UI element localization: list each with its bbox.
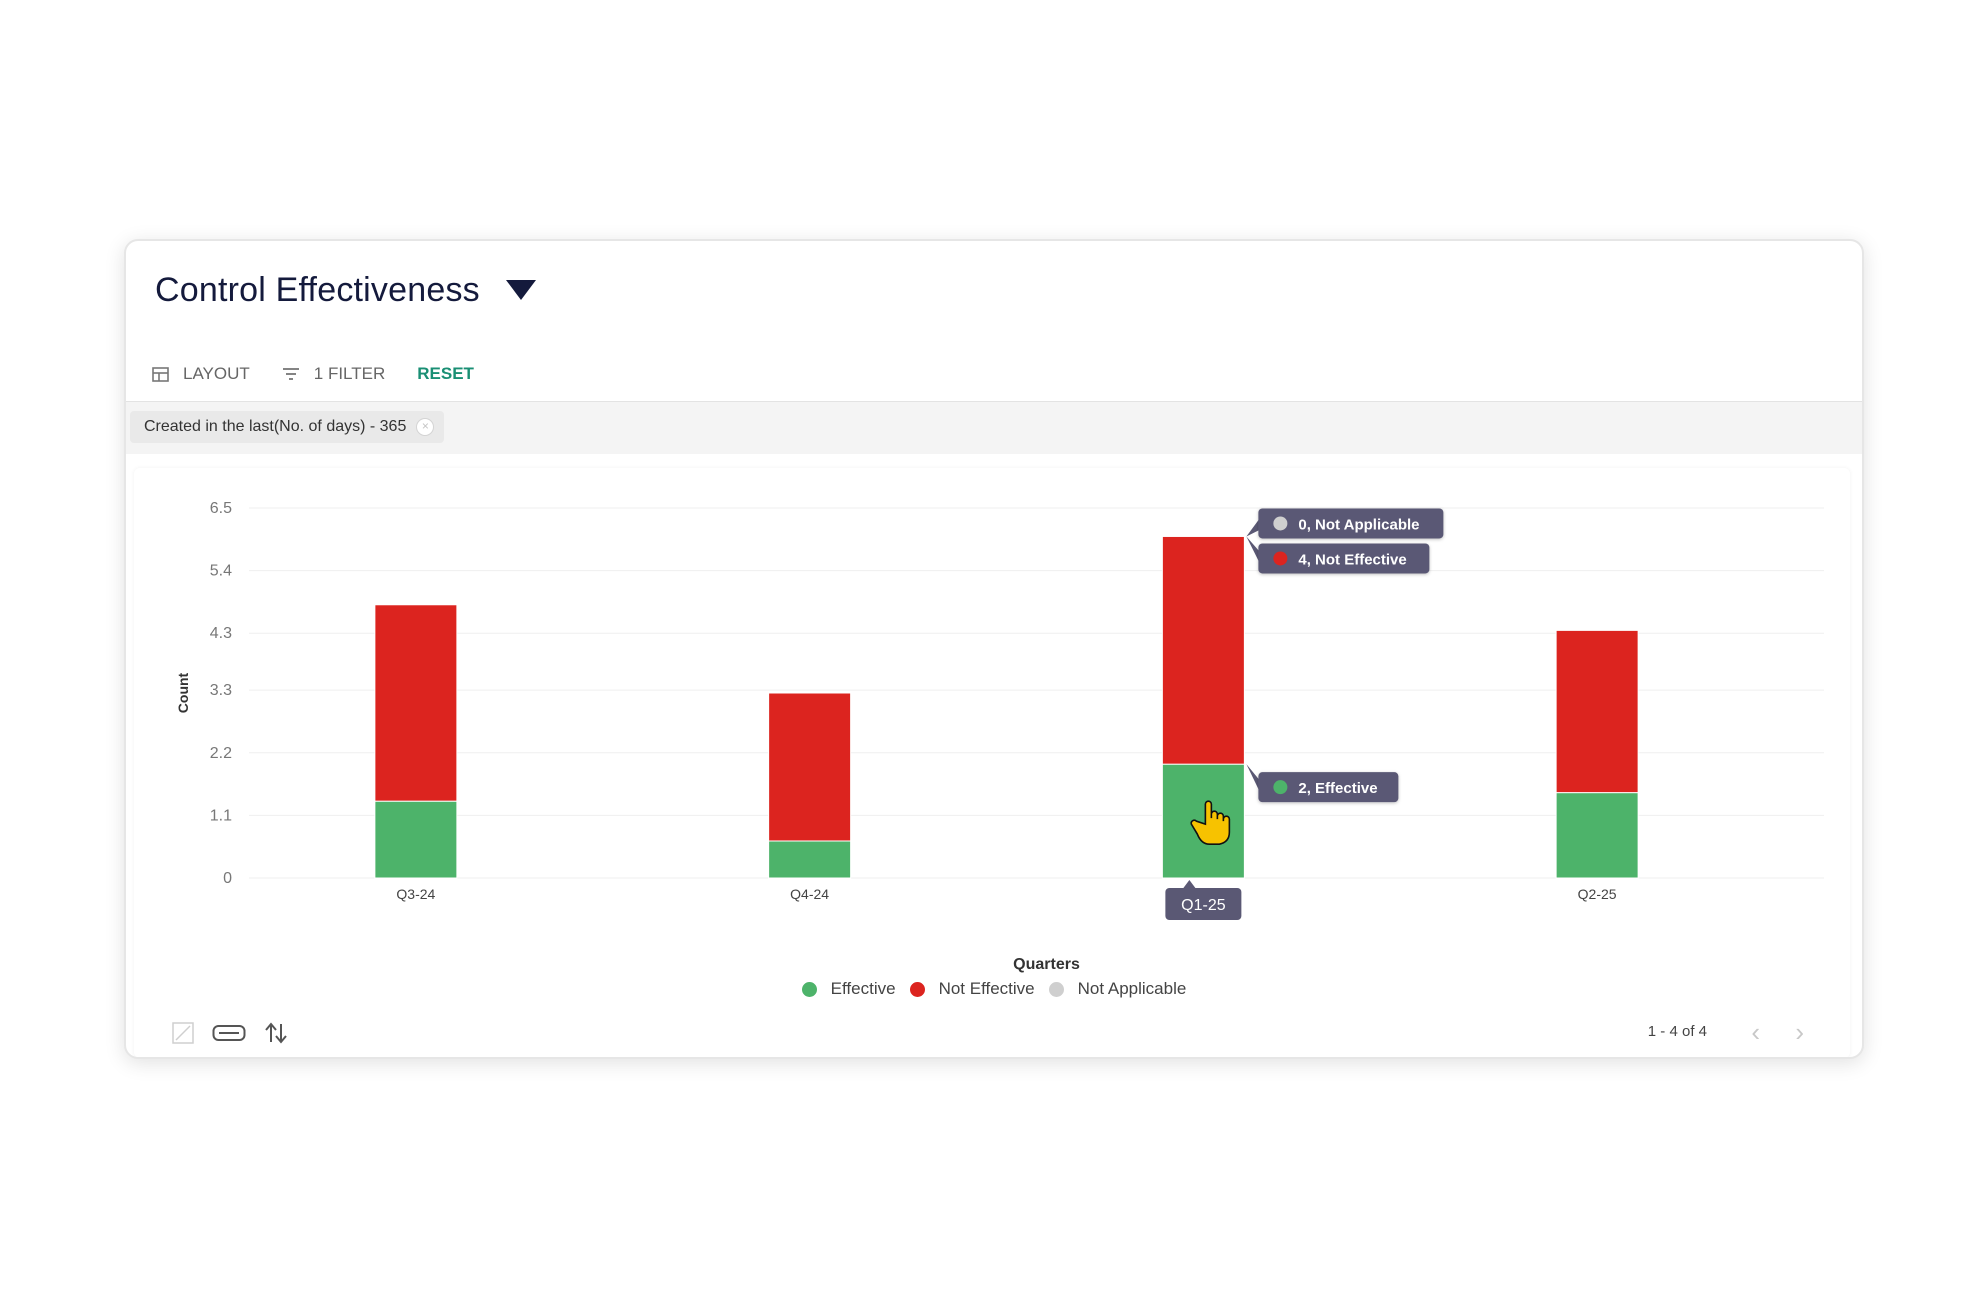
pager-text: 1 - 4 of 4 xyxy=(1647,1023,1707,1040)
x-tick-label: Q4-24 xyxy=(790,886,829,902)
category-badge-label: Q1-25 xyxy=(1181,897,1226,914)
tooltip-label: 4, Not Effective xyxy=(1298,551,1406,568)
legend-item-not-applicable[interactable]: Not Applicable xyxy=(1048,979,1187,999)
pager-next-icon[interactable]: › xyxy=(1795,1017,1804,1047)
y-tick-label: 0 xyxy=(223,870,232,887)
filter-icon xyxy=(282,368,299,380)
bar-effective[interactable] xyxy=(768,840,852,879)
tooltip-dot xyxy=(1273,551,1288,566)
y-tick-label: 4.3 xyxy=(210,625,232,642)
reset-button[interactable]: RESET xyxy=(417,364,474,383)
hand-cursor-shape xyxy=(1190,800,1231,845)
legend-dot-effective xyxy=(801,981,817,997)
tooltip-label: 2, Effective xyxy=(1298,780,1377,797)
title-dropdown-icon[interactable] xyxy=(505,280,536,300)
tooltip-pointer xyxy=(1246,517,1261,537)
chart-panel: 0 1.1 2.2 3.3 4.3 5.4 6.5 Count Q3-24 Q4-24 Q2-25 Q… xyxy=(134,468,1850,1057)
data-labels-icon[interactable] xyxy=(212,1024,246,1042)
y-tick-label: 3.3 xyxy=(210,682,232,699)
filter-button[interactable]: 1 FILTER xyxy=(282,364,385,384)
layout-button[interactable]: LAYOUT xyxy=(152,364,250,384)
filter-chip[interactable]: Created in the last(No. of days) - 365 × xyxy=(130,411,445,443)
x-tick-label: Q2-25 xyxy=(1578,886,1617,902)
y-tick-label: 1.1 xyxy=(210,807,232,824)
page-title: Control Effectiveness xyxy=(155,270,480,309)
bar-effective[interactable] xyxy=(374,800,458,879)
widget-card: Control Effectiveness LAYOUT 1 FILTER RE… xyxy=(124,239,1864,1059)
filter-chip-label: Created in the last(No. of days) - 365 xyxy=(144,418,407,435)
tooltip-label: 0, Not Applicable xyxy=(1298,516,1419,533)
chart-legend: Effective Not Effective Not Applicable xyxy=(126,979,1862,999)
toolbar-divider xyxy=(126,401,1862,402)
legend-label-not-applicable: Not Applicable xyxy=(1077,979,1187,998)
y-axis-label: Count xyxy=(175,672,191,713)
layout-icon xyxy=(152,366,169,382)
x-tick-label: Q3-24 xyxy=(396,886,435,902)
toolbar: LAYOUT 1 FILTER RESET xyxy=(152,359,506,389)
y-tick-label: 2.2 xyxy=(210,745,232,762)
title-row: Control Effectiveness xyxy=(155,265,536,315)
legend-label-not-effective: Not Effective xyxy=(938,979,1035,998)
legend-dot-not-applicable xyxy=(1048,981,1064,997)
legend-dot-not-effective xyxy=(909,981,925,997)
bar-not-effective[interactable] xyxy=(1161,535,1245,765)
y-tick-label: 6.5 xyxy=(210,500,232,517)
category-badge-pointer xyxy=(1183,880,1196,888)
bar-not-effective[interactable] xyxy=(1555,629,1639,794)
x-axis-label: Quarters xyxy=(1013,956,1080,973)
sort-icon[interactable] xyxy=(264,1022,288,1044)
tooltip-pointer xyxy=(1246,764,1261,794)
bar-not-effective[interactable] xyxy=(768,692,852,842)
tooltip-box xyxy=(1258,508,1444,539)
footer-tools xyxy=(172,1015,306,1051)
pager-prev-icon[interactable]: ‹ xyxy=(1751,1017,1760,1047)
legend-item-not-effective[interactable]: Not Effective xyxy=(909,979,1035,999)
close-icon[interactable]: × xyxy=(416,418,435,436)
expand-icon[interactable] xyxy=(172,1022,194,1044)
category-badge xyxy=(1165,888,1242,920)
tooltip-box xyxy=(1258,543,1430,574)
tooltip-dot xyxy=(1273,516,1288,531)
y-tick-label: 5.4 xyxy=(210,563,232,580)
chart: 0 1.1 2.2 3.3 4.3 5.4 6.5 Count Q3-24 Q4-24 Q2-25 Q… xyxy=(175,500,1824,973)
bar-effective[interactable] xyxy=(1161,763,1245,879)
layout-label: LAYOUT xyxy=(183,364,250,383)
bar-not-effective[interactable] xyxy=(374,604,458,802)
filter-label: 1 FILTER xyxy=(313,364,386,383)
bar-effective[interactable] xyxy=(1555,792,1639,879)
tooltip-pointer xyxy=(1246,536,1261,565)
legend-label-effective: Effective xyxy=(830,979,896,998)
chart-footer: 1 - 4 of 4 ‹ › xyxy=(126,1015,1862,1051)
legend-item-effective[interactable]: Effective xyxy=(801,979,896,999)
tooltip-box xyxy=(1258,772,1399,803)
hand-cursor-icon xyxy=(1190,800,1231,845)
tooltip-dot xyxy=(1273,780,1288,795)
